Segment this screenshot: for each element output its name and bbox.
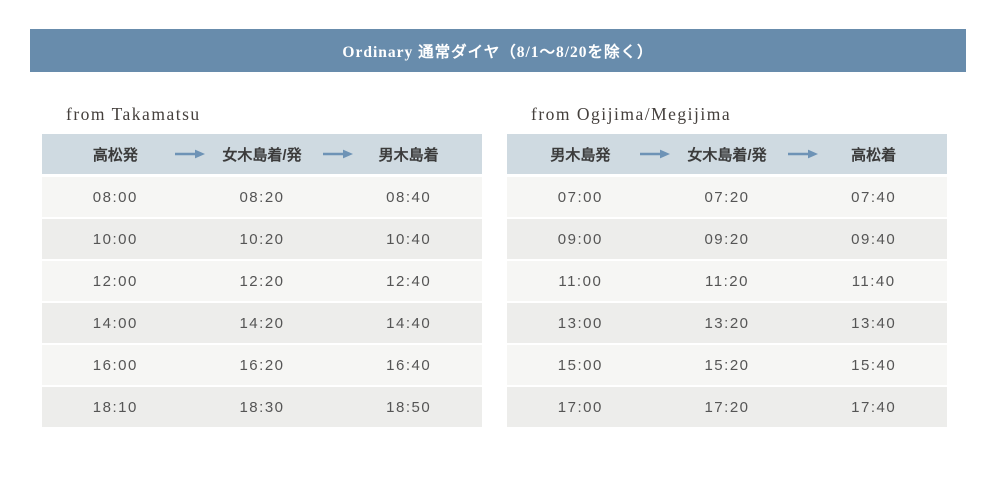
table-row: 07:00 07:20 07:40	[507, 177, 947, 217]
time-cell: 12:00	[92, 272, 138, 290]
time-cell: 10:40	[386, 230, 432, 248]
time-cell: 12:40	[386, 272, 432, 290]
table-row: 11:00 11:20 11:40	[507, 261, 947, 301]
time-cell: 18:10	[92, 398, 138, 416]
timetables: from Takamatsu 高松発 女木島着/発 男木島着 08:00 08:2…	[42, 104, 1000, 429]
column-header-depart: 男木島発	[550, 146, 611, 164]
table-header: 男木島発 女木島着/発 高松着	[507, 134, 947, 174]
table-row: 14:00 14:20 14:40	[42, 303, 482, 343]
table-body: 07:00 07:20 07:40 09:00 09:20 09:40 11:00 11:20…	[507, 177, 947, 427]
time-cell: 11:40	[851, 272, 896, 290]
right-arrow-icon	[639, 149, 670, 159]
table-caption: from Ogijima/Megijima	[531, 104, 732, 124]
table-row: 15:00 15:20 15:40	[507, 345, 947, 385]
time-cell: 11:20	[705, 272, 749, 290]
table-row: 09:00 09:20 09:40	[507, 219, 947, 259]
time-cell: 14:20	[239, 314, 285, 332]
time-cell: 09:20	[704, 230, 750, 248]
timetable-from-ogijima-megijima: from Ogijima/Megijima 男木島発 女木島着/発 高松着 07…	[507, 104, 947, 429]
banner-title: Ordinary 通常ダイヤ（8/1～8/20を除く）	[342, 43, 654, 61]
table-row: 08:00 08:20 08:40	[42, 177, 482, 217]
time-cell: 13:40	[851, 314, 897, 332]
time-cell: 16:00	[92, 356, 138, 374]
time-cell: 09:00	[557, 230, 603, 248]
time-cell: 14:00	[92, 314, 138, 332]
time-cell: 11:00	[558, 272, 603, 290]
time-cell: 08:40	[386, 188, 432, 206]
time-cell: 14:40	[386, 314, 432, 332]
column-header-arrive: 男木島着	[378, 146, 439, 164]
time-cell: 09:40	[851, 230, 897, 248]
time-cell: 07:00	[557, 188, 603, 206]
time-cell: 16:40	[386, 356, 432, 374]
right-arrow-icon	[174, 149, 205, 159]
time-cell: 13:20	[704, 314, 750, 332]
banner: Ordinary 通常ダイヤ（8/1～8/20を除く）	[30, 29, 966, 72]
time-cell: 08:20	[239, 188, 285, 206]
time-cell: 17:40	[851, 398, 897, 416]
time-cell: 07:40	[851, 188, 897, 206]
time-cell: 07:20	[704, 188, 750, 206]
time-cell: 15:40	[851, 356, 897, 374]
right-arrow-icon	[787, 149, 818, 159]
column-header-arrive: 高松着	[851, 146, 897, 164]
table-row: 12:00 12:20 12:40	[42, 261, 482, 301]
table-body: 08:00 08:20 08:40 10:00 10:20 10:40 12:00 12:20…	[42, 177, 482, 427]
time-cell: 18:50	[386, 398, 432, 416]
table-row: 13:00 13:20 13:40	[507, 303, 947, 343]
time-cell: 17:20	[704, 398, 750, 416]
table-row: 17:00 17:20 17:40	[507, 387, 947, 427]
time-cell: 08:00	[92, 188, 138, 206]
time-cell: 13:00	[557, 314, 603, 332]
time-cell: 10:00	[92, 230, 138, 248]
time-cell: 16:20	[239, 356, 285, 374]
time-cell: 12:20	[239, 272, 285, 290]
time-cell: 10:20	[239, 230, 285, 248]
time-cell: 15:20	[704, 356, 750, 374]
table-header: 高松発 女木島着/発 男木島着	[42, 134, 482, 174]
time-cell: 17:00	[557, 398, 603, 416]
table-row: 10:00 10:20 10:40	[42, 219, 482, 259]
right-arrow-icon	[322, 149, 353, 159]
table-caption: from Takamatsu	[66, 104, 201, 124]
column-header-via: 女木島着/発	[222, 146, 302, 164]
time-cell: 15:00	[557, 356, 603, 374]
timetable-from-takamatsu: from Takamatsu 高松発 女木島着/発 男木島着 08:00 08:2…	[42, 104, 482, 429]
column-header-depart: 高松発	[92, 146, 138, 164]
column-header-via: 女木島着/発	[687, 146, 767, 164]
table-row: 18:10 18:30 18:50	[42, 387, 482, 427]
time-cell: 18:30	[239, 398, 285, 416]
table-row: 16:00 16:20 16:40	[42, 345, 482, 385]
